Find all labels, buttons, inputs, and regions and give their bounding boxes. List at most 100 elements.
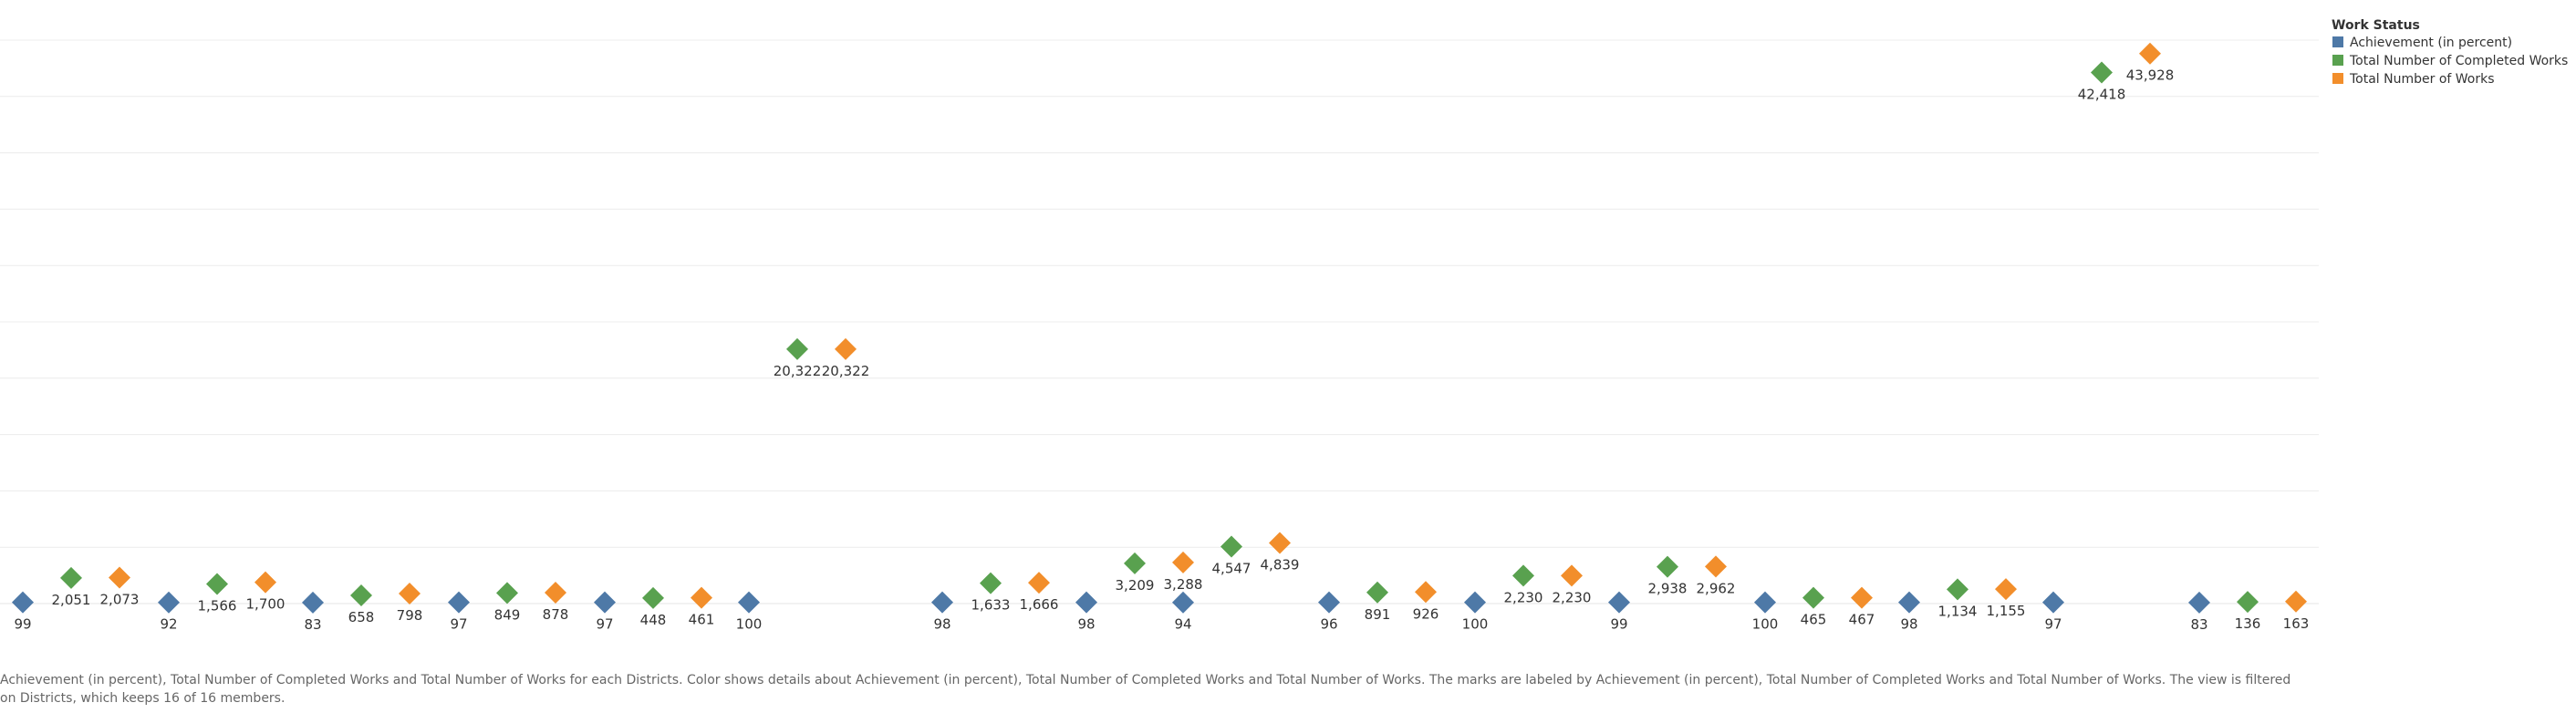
label-total-works-district-11: 2,230: [1553, 589, 1592, 605]
marker-achievement-district-6[interactable]: [738, 591, 760, 614]
marker-achievement-district-13[interactable]: [1754, 591, 1776, 614]
label-completed-works-district-5: 448: [640, 612, 667, 628]
label-achievement-district-12: 99: [1610, 616, 1627, 633]
marker-completed-works-district-13[interactable]: [1802, 586, 1824, 609]
label-achievement-district-4: 97: [450, 616, 467, 633]
label-completed-works-district-6: 20,322: [774, 363, 822, 379]
label-achievement-district-11: 100: [1462, 616, 1489, 633]
label-achievement-district-7: 98: [933, 616, 950, 633]
gridlines: [0, 39, 2319, 604]
label-completed-works-district-12: 2,938: [1648, 581, 1688, 597]
data-labels: 99 92 83 97 97 100 98 98 94 96 100 99 100 98 97 83 2,051…: [14, 67, 2309, 633]
label-achievement-district-2: 92: [160, 616, 177, 633]
marker-completed-works-district-8[interactable]: [1124, 552, 1146, 574]
label-total-works-district-10: 926: [1413, 605, 1439, 622]
label-total-works-district-15: 43,928: [2126, 67, 2175, 84]
marker-total-works-district-5[interactable]: [691, 586, 712, 609]
label-completed-works-district-16: 136: [2235, 615, 2261, 632]
legend-swatch-completed-works[interactable]: [2332, 55, 2343, 66]
legend-swatch-total-works[interactable]: [2332, 73, 2343, 84]
legend-title: Work Status: [2332, 18, 2420, 33]
marker-completed-works-district-10[interactable]: [1366, 581, 1388, 604]
marker-achievement-district-4[interactable]: [448, 591, 470, 614]
label-total-works-district-3: 798: [397, 607, 423, 624]
label-achievement-district-1: 99: [14, 616, 31, 633]
marker-completed-works-district-3[interactable]: [350, 584, 372, 606]
legend: Work Status Achievement (in percent) Tot…: [2332, 18, 2568, 87]
marker-completed-works-district-6[interactable]: [786, 337, 808, 360]
label-completed-works-district-10: 891: [1365, 606, 1391, 623]
label-total-works-district-5: 461: [689, 612, 715, 628]
marker-total-works-district-9[interactable]: [1269, 532, 1291, 554]
legend-label-achievement[interactable]: Achievement (in percent): [2350, 36, 2512, 50]
chart-caption: Achievement (in percent), Total Number o…: [0, 673, 2290, 706]
marker-completed-works-district-9[interactable]: [1220, 535, 1242, 558]
marker-total-works-district-3[interactable]: [399, 583, 421, 605]
caption-line-2: on Districts, which keeps 16 of 16 membe…: [0, 691, 285, 706]
marker-achievement-district-14[interactable]: [1898, 591, 1920, 614]
label-total-works-district-8: 3,288: [1164, 576, 1203, 593]
marker-total-works-district-4[interactable]: [545, 581, 566, 604]
marker-achievement-district-2[interactable]: [158, 591, 180, 614]
marker-completed-works-district-5[interactable]: [642, 586, 664, 609]
marker-total-works-district-12[interactable]: [1705, 555, 1727, 578]
label-completed-works-district-2: 1,566: [198, 597, 237, 614]
marker-achievement-district-8[interactable]: [1075, 591, 1097, 614]
marker-completed-works-district-15[interactable]: [2091, 61, 2113, 84]
label-total-works-district-2: 1,700: [246, 596, 286, 613]
label-achievement-district-3: 83: [304, 616, 321, 633]
marker-total-works-district-10[interactable]: [1415, 581, 1437, 604]
marker-completed-works-district-1[interactable]: [60, 566, 82, 589]
marker-achievement-district-3[interactable]: [302, 591, 324, 614]
label-achievement-district-10: 96: [1320, 616, 1337, 633]
marker-completed-works-district-2[interactable]: [206, 573, 228, 595]
label-completed-works-district-15: 42,418: [2078, 86, 2126, 102]
label-completed-works-district-14: 1,134: [1938, 603, 1978, 619]
marker-achievement-district-7[interactable]: [931, 591, 953, 614]
marker-completed-works-district-16[interactable]: [2237, 591, 2259, 614]
marker-total-works-district-16[interactable]: [2285, 590, 2307, 613]
label-total-works-district-1: 2,073: [100, 592, 140, 608]
marker-total-works-district-15[interactable]: [2139, 42, 2161, 65]
marker-achievement-district-10[interactable]: [1318, 591, 1340, 614]
label-achievement-district-6: 100: [736, 616, 763, 633]
marker-total-works-district-11[interactable]: [1561, 564, 1583, 587]
marker-achievement-district-16[interactable]: [2188, 591, 2210, 614]
marker-achievement-district-9[interactable]: [1172, 591, 1194, 614]
label-total-works-district-14: 1,155: [1987, 603, 2026, 619]
marker-completed-works-district-7[interactable]: [980, 572, 1002, 594]
label-completed-works-district-4: 849: [494, 606, 521, 623]
legend-label-total-works[interactable]: Total Number of Works: [2349, 72, 2495, 87]
label-total-works-district-13: 467: [1849, 612, 1875, 628]
legend-label-completed-works[interactable]: Total Number of Completed Works: [2349, 54, 2568, 68]
chart-marks: [12, 42, 2307, 614]
label-achievement-district-14: 98: [1900, 616, 1917, 633]
marker-total-works-district-7[interactable]: [1028, 572, 1050, 594]
label-achievement-district-13: 100: [1752, 616, 1779, 633]
marker-total-works-district-8[interactable]: [1172, 551, 1194, 574]
label-achievement-district-16: 83: [2190, 616, 2207, 633]
marker-completed-works-district-12[interactable]: [1657, 555, 1678, 578]
marker-completed-works-district-11[interactable]: [1512, 564, 1534, 587]
marker-achievement-district-5[interactable]: [594, 591, 616, 614]
marker-achievement-district-11[interactable]: [1464, 591, 1486, 614]
marker-total-works-district-2[interactable]: [254, 571, 276, 594]
label-completed-works-district-8: 3,209: [1116, 577, 1155, 594]
marker-total-works-district-1[interactable]: [109, 566, 130, 589]
label-total-works-district-16: 163: [2283, 615, 2310, 632]
label-completed-works-district-3: 658: [348, 609, 375, 625]
marker-total-works-district-6[interactable]: [835, 337, 857, 360]
marker-achievement-district-1[interactable]: [12, 591, 34, 614]
marker-achievement-district-12[interactable]: [1608, 591, 1630, 614]
caption-line-1: Achievement (in percent), Total Number o…: [0, 673, 2290, 687]
marker-total-works-district-14[interactable]: [1995, 578, 2017, 601]
label-total-works-district-9: 4,839: [1261, 557, 1300, 574]
marker-total-works-district-13[interactable]: [1851, 586, 1873, 609]
marker-completed-works-district-4[interactable]: [496, 582, 518, 604]
label-achievement-district-5: 97: [596, 616, 613, 633]
marker-completed-works-district-14[interactable]: [1947, 578, 1968, 601]
marker-achievement-district-15[interactable]: [2042, 591, 2064, 614]
legend-swatch-achievement[interactable]: [2332, 36, 2343, 47]
